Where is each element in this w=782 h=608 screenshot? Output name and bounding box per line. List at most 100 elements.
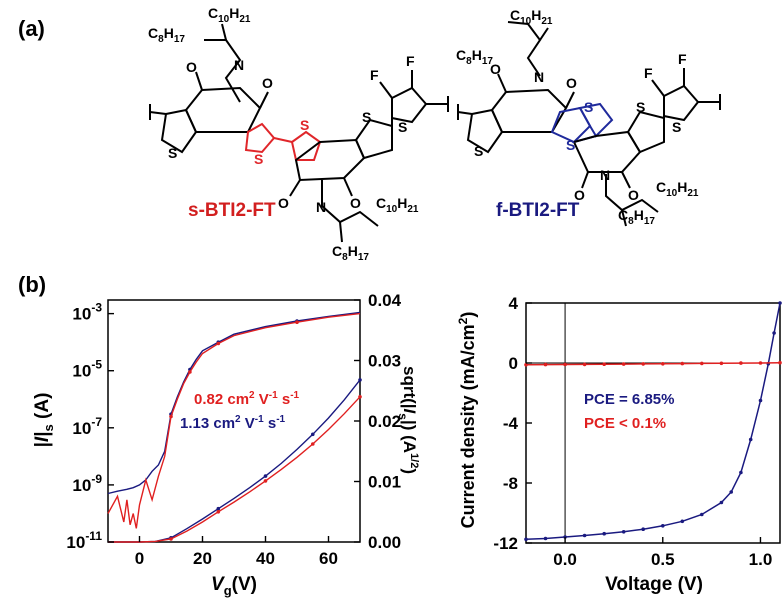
transfer-y-left-tick-label-4: 10-3: [72, 301, 102, 324]
mol1-s-left: S: [168, 145, 177, 161]
mol2-n-bottom: N: [600, 167, 610, 183]
jv-series-point-1-11: [739, 361, 743, 365]
transfer-series-line-1: [107, 312, 361, 529]
mol1-s-ft: S: [398, 119, 407, 135]
jv-series-point-1-7: [661, 362, 665, 366]
jv-series-point-0-16: [772, 331, 776, 335]
transfer-y-right-tick-label-0: 0.00: [368, 533, 401, 552]
mol2-name: f-BTI2-FT: [496, 200, 580, 221]
jv-series-point-0-6: [641, 527, 645, 531]
jv-series-point-1-13: [778, 360, 782, 365]
jv-series-point-0-3: [582, 533, 587, 538]
transfer-series-point-1-21: [295, 320, 299, 325]
jv-y-axis-label: Current density (mA/cm2): [456, 312, 478, 529]
jv-annotation-blue: PCE = 6.85%: [584, 391, 674, 408]
mol1-name: s-BTI2-FT: [188, 200, 276, 221]
jv-series-line-1: [525, 361, 781, 366]
transfer-y-right-tick-label-3: 0.03: [368, 352, 401, 371]
jv-series-point-1-0: [524, 363, 528, 367]
panel-b-label: (b): [18, 272, 46, 297]
transfer-x-axis-label: Vg(V): [211, 574, 257, 598]
transfer-series-point-2-6: [216, 506, 221, 511]
mol2-s-ft: S: [672, 119, 681, 135]
transfer-series-point-1-15: [188, 370, 192, 374]
mol2-f-1: F: [644, 65, 653, 81]
jv-series-point-1-5: [621, 362, 626, 366]
jv-series-point-0-12: [739, 470, 743, 475]
mol1-s-right: S: [362, 109, 371, 125]
transfer-x-ticks: 0 20 40 60: [135, 536, 338, 568]
mol2-o-bottom-right: O: [628, 187, 639, 203]
transfer-series-point-3-6: [216, 510, 221, 514]
transfer-y-left-ticks: 10-11 10-9 10-7 10-5 10-3: [66, 301, 114, 552]
jv-series-point-0-13: [748, 437, 753, 442]
mol1-s-red-1: S: [254, 151, 263, 167]
mol2-f-2: F: [678, 51, 687, 67]
mol1-s-red-2: S: [300, 117, 309, 133]
mol1-o-bottom-left: O: [278, 195, 289, 211]
mol1-o-bottom-right: O: [350, 195, 361, 211]
transfer-x-tick-label-1: 20: [193, 549, 212, 568]
transfer-y-right-tick-label-4: 0.04: [368, 291, 402, 310]
jv-series-point-0-7: [661, 524, 665, 528]
jv-series-point-1-2: [563, 362, 567, 367]
jv-y-tick-label-3: 0: [509, 354, 518, 373]
jv-y-ticks: -12 -8 -4 0 4: [493, 294, 532, 553]
jv-series-point-1-1: [543, 362, 548, 367]
jv-series-point-0-11: [729, 490, 733, 494]
jv-x-tick-label-0: 0.0: [553, 550, 577, 569]
jv-x-tick-label-2: 1.0: [749, 550, 773, 569]
mol2-s-left: S: [474, 143, 483, 159]
transfer-series-point-1-12: [169, 414, 173, 419]
transfer-series-group: [107, 311, 362, 543]
transfer-x-tick-label-0: 0: [135, 549, 144, 568]
jv-series-point-0-8: [680, 519, 685, 524]
jv-series-point-0-1: [543, 536, 548, 541]
mol1-bottom-alkyl: C10H21: [376, 195, 419, 215]
transfer-y-right-tick-label-2: 0.02: [368, 412, 401, 431]
jv-series-point-1-10: [719, 361, 724, 366]
panel-a-label: (a): [18, 16, 45, 41]
jv-series-point-1-3: [582, 362, 587, 367]
mol1-n-top: N: [234, 57, 244, 73]
mol1-f-2: F: [406, 53, 415, 69]
jv-series-point-0-17: [778, 301, 782, 305]
mol2-top-alkyl-2: C10H21: [510, 7, 553, 27]
jv-series-point-1-9: [700, 361, 704, 366]
transfer-annotation-blue: 1.13 cm2 V-1 s-1: [180, 414, 286, 432]
mol1-f-1: F: [370, 67, 379, 83]
transfer-y-left-axis-label: |I|s (A): [32, 393, 56, 448]
transfer-y-right-ticks: 0.00 0.01 0.02 0.03 0.04: [354, 291, 402, 552]
transfer-series-line-3: [108, 396, 361, 543]
f-bti2-ft-structure: [457, 21, 721, 227]
mol2-top-alkyl: C8H17: [456, 47, 493, 67]
jv-series-point-0-14: [758, 398, 763, 403]
transfer-series-point-3-15: [358, 395, 362, 399]
jv-y-tick-label-2: -4: [503, 414, 519, 433]
transfer-x-tick-label-3: 60: [319, 549, 338, 568]
jv-series-line-0: [525, 302, 781, 541]
transfer-y-left-tick-label-1: 10-9: [72, 472, 102, 495]
transfer-x-tick-label-2: 40: [256, 549, 275, 568]
mol1-top-alkyl: C8H17: [148, 25, 185, 45]
transfer-series-point-2-15: [358, 378, 362, 382]
jv-x-ticks: 0.0 0.5 1.0: [553, 537, 772, 569]
transfer-series-point-3-12: [311, 442, 315, 446]
jv-series-point-1-6: [641, 362, 645, 366]
jv-series-point-0-9: [700, 512, 704, 517]
jv-x-tick-label-1: 0.5: [651, 550, 675, 569]
transfer-series-point-2-12: [311, 432, 315, 437]
mol1-o-top-right: O: [262, 75, 273, 91]
mol2-bottom-alkyl-2: C8H17: [618, 207, 655, 227]
transfer-y-left-tick-label-0: 10-11: [66, 529, 102, 552]
jv-y-tick-label-0: -12: [493, 534, 518, 553]
transfer-annotation-red: 0.82 cm2 V-1 s-1: [194, 390, 300, 408]
jv-y-tick-label-4: 4: [509, 294, 519, 313]
mol2-n-top: N: [534, 69, 544, 85]
mol1-n-bottom: N: [316, 199, 326, 215]
transfer-series-point-3-3: [169, 537, 173, 541]
jv-series-point-0-10: [719, 500, 724, 505]
transfer-series-point-3-9: [263, 479, 268, 483]
transfer-y-left-tick-label-3: 10-5: [72, 358, 102, 381]
